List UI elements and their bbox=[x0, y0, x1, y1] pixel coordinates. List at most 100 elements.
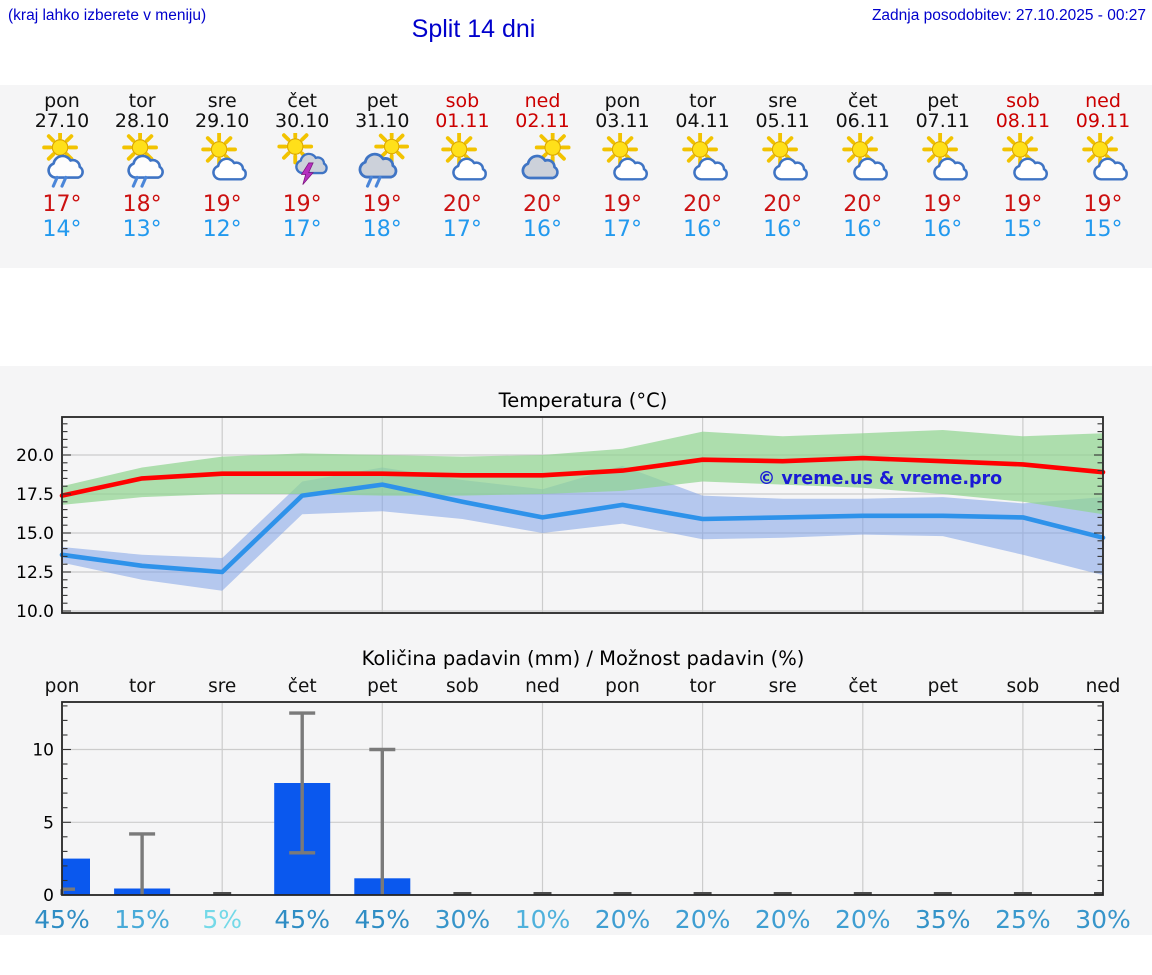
precipitation-chart: pon tor sre čet pet sob ned pon tor sre čet pet sob n… bbox=[32, 676, 1131, 934]
zero-precip-mark bbox=[453, 892, 472, 895]
day-date: 30.10 bbox=[274, 110, 330, 132]
zero-precip-mark bbox=[933, 892, 952, 895]
day-date: 07.11 bbox=[915, 110, 970, 132]
day-cell: ned 02.11 20° 16° bbox=[503, 85, 583, 243]
cloud-sun-rain-icon bbox=[358, 133, 410, 188]
day-date: 09.11 bbox=[1075, 110, 1131, 132]
precip-whiskers bbox=[60, 711, 396, 895]
high-temp: 20° bbox=[523, 192, 562, 217]
day-name: čet bbox=[848, 90, 878, 112]
precip-probability: 30% bbox=[435, 905, 491, 934]
low-temp: 17° bbox=[442, 217, 482, 242]
high-temp: 19° bbox=[923, 192, 963, 217]
day-cell: sre 05.11 20° 16° bbox=[743, 85, 823, 243]
sun-cloud-icon bbox=[761, 133, 808, 181]
day-label: ned bbox=[525, 676, 560, 697]
day-name: sob bbox=[1006, 90, 1040, 112]
day-date: 27.10 bbox=[34, 110, 90, 132]
menu-hint-note: (kraj lahko izberete v meniju) bbox=[8, 7, 207, 24]
days-strip: pon 27.10 17° 14° tor 28.10 18° 13° sre 29… bbox=[0, 85, 1152, 268]
day-label: sob bbox=[446, 676, 479, 697]
zero-precip-mark bbox=[533, 892, 552, 895]
precipitation-chart-title: Količina padavin (mm) / Možnost padavin … bbox=[361, 647, 805, 670]
day-date: 08.11 bbox=[995, 110, 1051, 132]
max-temperature-line bbox=[59, 455, 1106, 498]
day-date: 02.11 bbox=[515, 110, 570, 132]
precip-gridlines bbox=[63, 702, 1102, 895]
day-name: pet bbox=[927, 90, 959, 112]
day-date: 04.11 bbox=[675, 110, 730, 132]
day-name: sob bbox=[445, 90, 480, 112]
day-label: sre bbox=[769, 676, 797, 697]
day-name: sre bbox=[207, 90, 237, 112]
high-temp: 19° bbox=[1083, 192, 1123, 217]
low-temp: 17° bbox=[603, 217, 642, 242]
low-temp: 16° bbox=[843, 217, 883, 242]
y-axis-label: 15.0 bbox=[16, 524, 54, 544]
sun-cloud-icon bbox=[441, 133, 488, 181]
day-name: ned bbox=[1085, 90, 1121, 112]
temperature-chart-title: Temperatura (°C) bbox=[498, 389, 668, 412]
sun-rays bbox=[534, 133, 571, 166]
day-label: ned bbox=[1086, 676, 1121, 697]
high-temp: 19° bbox=[202, 192, 242, 217]
zero-precip-marks bbox=[213, 892, 1103, 895]
precip-probability: 20% bbox=[835, 905, 891, 934]
sun-cloud-rain-icon bbox=[122, 133, 165, 188]
day-date: 31.10 bbox=[355, 110, 410, 132]
day-name: pon bbox=[44, 90, 80, 112]
temp-plot-frame bbox=[61, 416, 1104, 614]
y-axis-label: 10.0 bbox=[16, 602, 54, 622]
page-title: Split 14 dni bbox=[411, 15, 536, 43]
high-temp: 20° bbox=[442, 192, 482, 217]
day-cell: tor 04.11 20° 16° bbox=[663, 85, 743, 243]
y-axis-label: 10 bbox=[32, 741, 54, 761]
min-temp-uncertainty-band bbox=[62, 465, 1103, 591]
day-cell: pet 07.11 19° 16° bbox=[903, 85, 983, 243]
precip-probability: 35% bbox=[915, 905, 971, 934]
day-name: sre bbox=[768, 90, 798, 112]
day-date: 28.10 bbox=[114, 110, 170, 132]
precip-probability: 20% bbox=[595, 905, 651, 934]
zero-precip-mark bbox=[613, 892, 632, 895]
precip-probability: 30% bbox=[1075, 905, 1131, 934]
day-label: sob bbox=[1007, 676, 1040, 697]
temperature-chart: 10.0 12.5 15.0 17.5 20.0 © vreme.us & vreme.p… bbox=[16, 416, 1106, 622]
day-cell: sob 08.11 19° 15° bbox=[983, 85, 1063, 243]
day-cell: sob 01.11 20° 17° bbox=[422, 85, 502, 243]
day-date: 03.11 bbox=[595, 110, 650, 132]
day-name: pet bbox=[366, 90, 398, 112]
day-name: ned bbox=[524, 90, 561, 112]
low-temp: 18° bbox=[362, 217, 402, 242]
low-temp: 12° bbox=[202, 217, 242, 242]
day-cell: ned 09.11 19° 15° bbox=[1063, 85, 1143, 243]
day-cell: sre 29.10 19° 12° bbox=[182, 85, 262, 243]
day-cell: pet 31.10 19° 18° bbox=[342, 85, 422, 243]
day-name: čet bbox=[287, 90, 317, 112]
high-temp: 19° bbox=[282, 192, 322, 217]
y-axis-label: 17.5 bbox=[16, 485, 54, 505]
zero-precip-mark bbox=[773, 892, 792, 895]
low-temp: 15° bbox=[1083, 217, 1123, 242]
precip-probability: 45% bbox=[34, 905, 90, 934]
day-date: 06.11 bbox=[835, 110, 890, 132]
day-label: tor bbox=[129, 676, 156, 697]
precip-probability: 5% bbox=[202, 905, 242, 934]
day-name: pon bbox=[604, 90, 641, 112]
low-temp: 17° bbox=[282, 217, 322, 242]
day-label: tor bbox=[690, 676, 717, 697]
y-axis-label: 5 bbox=[43, 813, 54, 833]
sun-rays bbox=[374, 133, 410, 164]
min-temperature-line bbox=[59, 482, 1106, 575]
day-label: pet bbox=[928, 676, 958, 697]
watermark: © vreme.us & vreme.pro bbox=[758, 469, 1002, 489]
precip-y-axis-labels: 0 5 10 bbox=[32, 741, 54, 907]
zero-precip-mark bbox=[853, 892, 872, 895]
precip-probability: 25% bbox=[995, 905, 1051, 934]
day-cell: tor 28.10 18° 13° bbox=[102, 85, 182, 243]
low-temp: 14° bbox=[42, 217, 82, 242]
day-label: čet bbox=[288, 676, 317, 697]
axis-ticks bbox=[63, 705, 1102, 896]
precip-probability: 15% bbox=[114, 905, 170, 934]
